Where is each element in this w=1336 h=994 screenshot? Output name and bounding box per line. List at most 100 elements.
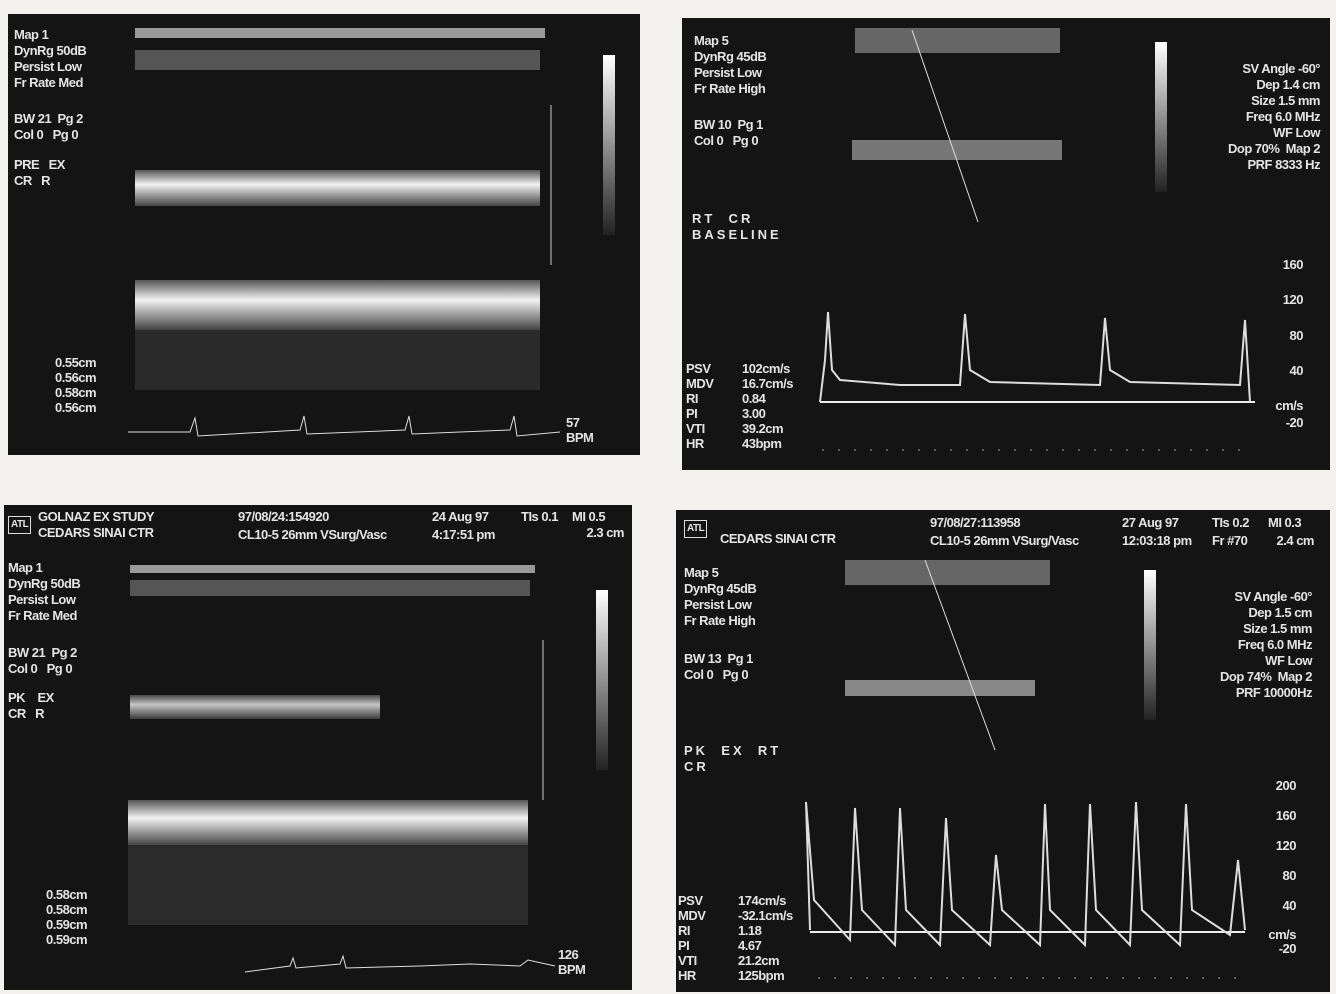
scan-id: CL10-5 26mm VSurg/Vasc [238, 528, 387, 542]
measurement: 0.56cm [55, 401, 96, 415]
scale-label: cm/s [1275, 399, 1303, 413]
doppler-param: Size 1.5 mm [1251, 94, 1320, 108]
depth: 2.3 cm [587, 526, 624, 540]
scan-id: 97/08/27:113958 [930, 516, 1020, 530]
scan-id: 97/08/24:154920 [238, 510, 329, 524]
doppler-measure-value: 16.7cm/s [742, 377, 793, 391]
scale-label: 40 [1283, 899, 1296, 913]
setting: Map 5 [684, 566, 718, 580]
view-label: RT CR [692, 212, 753, 226]
doppler-param: WF Low [1273, 126, 1320, 140]
doppler-measure-name: HR [678, 969, 696, 983]
scan-date: 4:17:51 pm [432, 528, 495, 542]
scale-label: cm/s [1268, 928, 1296, 942]
frame: Fr #70 [1212, 534, 1247, 548]
setting: PRE EX [14, 158, 65, 172]
doppler-measure-value: 0.84 [742, 392, 765, 406]
ultrasound-image [128, 565, 608, 972]
scan-date: 27 Aug 97 [1122, 516, 1178, 530]
setting: BW 21 Pg 2 [8, 646, 77, 660]
doppler-param: PRF 8333 Hz [1247, 158, 1320, 172]
measurement: 0.58cm [55, 386, 96, 400]
doppler-param: Freq 6.0 MHz [1238, 638, 1312, 652]
doppler-measure-name: PI [678, 939, 689, 953]
doppler-measure-name: VTI [686, 422, 705, 436]
measurement: 0.56cm [55, 371, 96, 385]
doppler-param: SV Angle -60° [1234, 590, 1312, 604]
scale-label: -20 [1279, 942, 1296, 956]
scale-label: -20 [1286, 416, 1303, 430]
setting: Map 1 [14, 28, 48, 42]
tis: TIs 0.1 [521, 510, 558, 524]
doppler-measure-name: MDV [686, 377, 713, 391]
doppler-image [806, 560, 1248, 978]
study-line: GOLNAZ EX STUDY [38, 510, 154, 524]
doppler-param: Dep 1.5 cm [1248, 606, 1312, 620]
setting: BW 13 Pg 1 [684, 652, 753, 666]
scan-date: 12:03:18 pm [1122, 534, 1192, 548]
doppler-measure-value: -32.1cm/s [738, 909, 793, 923]
setting: Persist Low [684, 598, 751, 612]
doppler-measure-value: 21.2cm [738, 954, 779, 968]
heart-rate: BPM [566, 431, 593, 445]
measurement: 0.59cm [46, 918, 87, 932]
doppler-measure-value: 125bpm [738, 969, 784, 983]
doppler-param: WF Low [1265, 654, 1312, 668]
doppler-measure-value: 3.00 [742, 407, 765, 421]
doppler-param: Freq 6.0 MHz [1246, 110, 1320, 124]
tis: TIs 0.2 [1212, 516, 1249, 530]
setting: Fr Rate Med [14, 76, 83, 90]
doppler-measure-value: 174cm/s [738, 894, 786, 908]
measurement: 0.58cm [46, 903, 87, 917]
setting: Fr Rate Med [8, 609, 77, 623]
doppler-image [820, 28, 1255, 450]
scale-label: 80 [1290, 329, 1303, 343]
doppler-measure-value: 1.18 [738, 924, 761, 938]
doppler-measure-value: 4.67 [738, 939, 761, 953]
setting: Col 0 Pg 0 [684, 668, 748, 682]
setting: Fr Rate High [684, 614, 755, 628]
doppler-measure-name: HR [686, 437, 704, 451]
page: Map 1 DynRg 50dB Persist Low Fr Rate Med BW … [0, 0, 1336, 994]
measurement: 0.55cm [55, 356, 96, 370]
scan-id: CL10-5 26mm VSurg/Vasc [930, 534, 1079, 548]
mi: MI 0.3 [1268, 516, 1301, 530]
scale-label: 160 [1276, 809, 1296, 823]
logo: ATL [684, 520, 707, 538]
setting: Col 0 Pg 0 [694, 134, 758, 148]
setting: Persist Low [8, 593, 75, 607]
doppler-measure-value: 43bpm [742, 437, 781, 451]
doppler-measure-name: MDV [678, 909, 705, 923]
doppler-measure-name: VTI [678, 954, 697, 968]
view-label: CR [684, 760, 709, 774]
ultrasound-image [128, 28, 615, 436]
setting: CR R [14, 174, 50, 188]
depth: 2.4 cm [1277, 534, 1314, 548]
doppler-param: Dop 74% Map 2 [1220, 670, 1312, 684]
setting: CR R [8, 707, 44, 721]
scale-label: 120 [1283, 293, 1303, 307]
doppler-param: SV Angle -60° [1242, 62, 1320, 76]
study-line: CEDARS SINAI CTR [720, 532, 836, 546]
heart-rate: BPM [558, 963, 585, 977]
measurement: 0.58cm [46, 888, 87, 902]
setting: Map 5 [694, 34, 728, 48]
view-label: PK EX RT [684, 744, 781, 758]
setting: Col 0 Pg 0 [8, 662, 72, 676]
setting: Map 1 [8, 561, 42, 575]
setting: BW 10 Pg 1 [694, 118, 763, 132]
setting: DynRg 50dB [8, 577, 80, 591]
setting: Persist Low [694, 66, 761, 80]
doppler-measure-name: PSV [686, 362, 711, 376]
view-label: BASELINE [692, 228, 782, 242]
doppler-measure-name: RI [678, 924, 690, 938]
measurement: 0.59cm [46, 933, 87, 947]
doppler-measure-name: PI [686, 407, 697, 421]
doppler-param: Dep 1.4 cm [1256, 78, 1320, 92]
setting: Fr Rate High [694, 82, 765, 96]
setting: PK EX [8, 691, 54, 705]
doppler-param: Size 1.5 mm [1243, 622, 1312, 636]
scale-label: 40 [1290, 364, 1303, 378]
setting: DynRg 45dB [684, 582, 756, 596]
mi: MI 0.5 [572, 510, 605, 524]
